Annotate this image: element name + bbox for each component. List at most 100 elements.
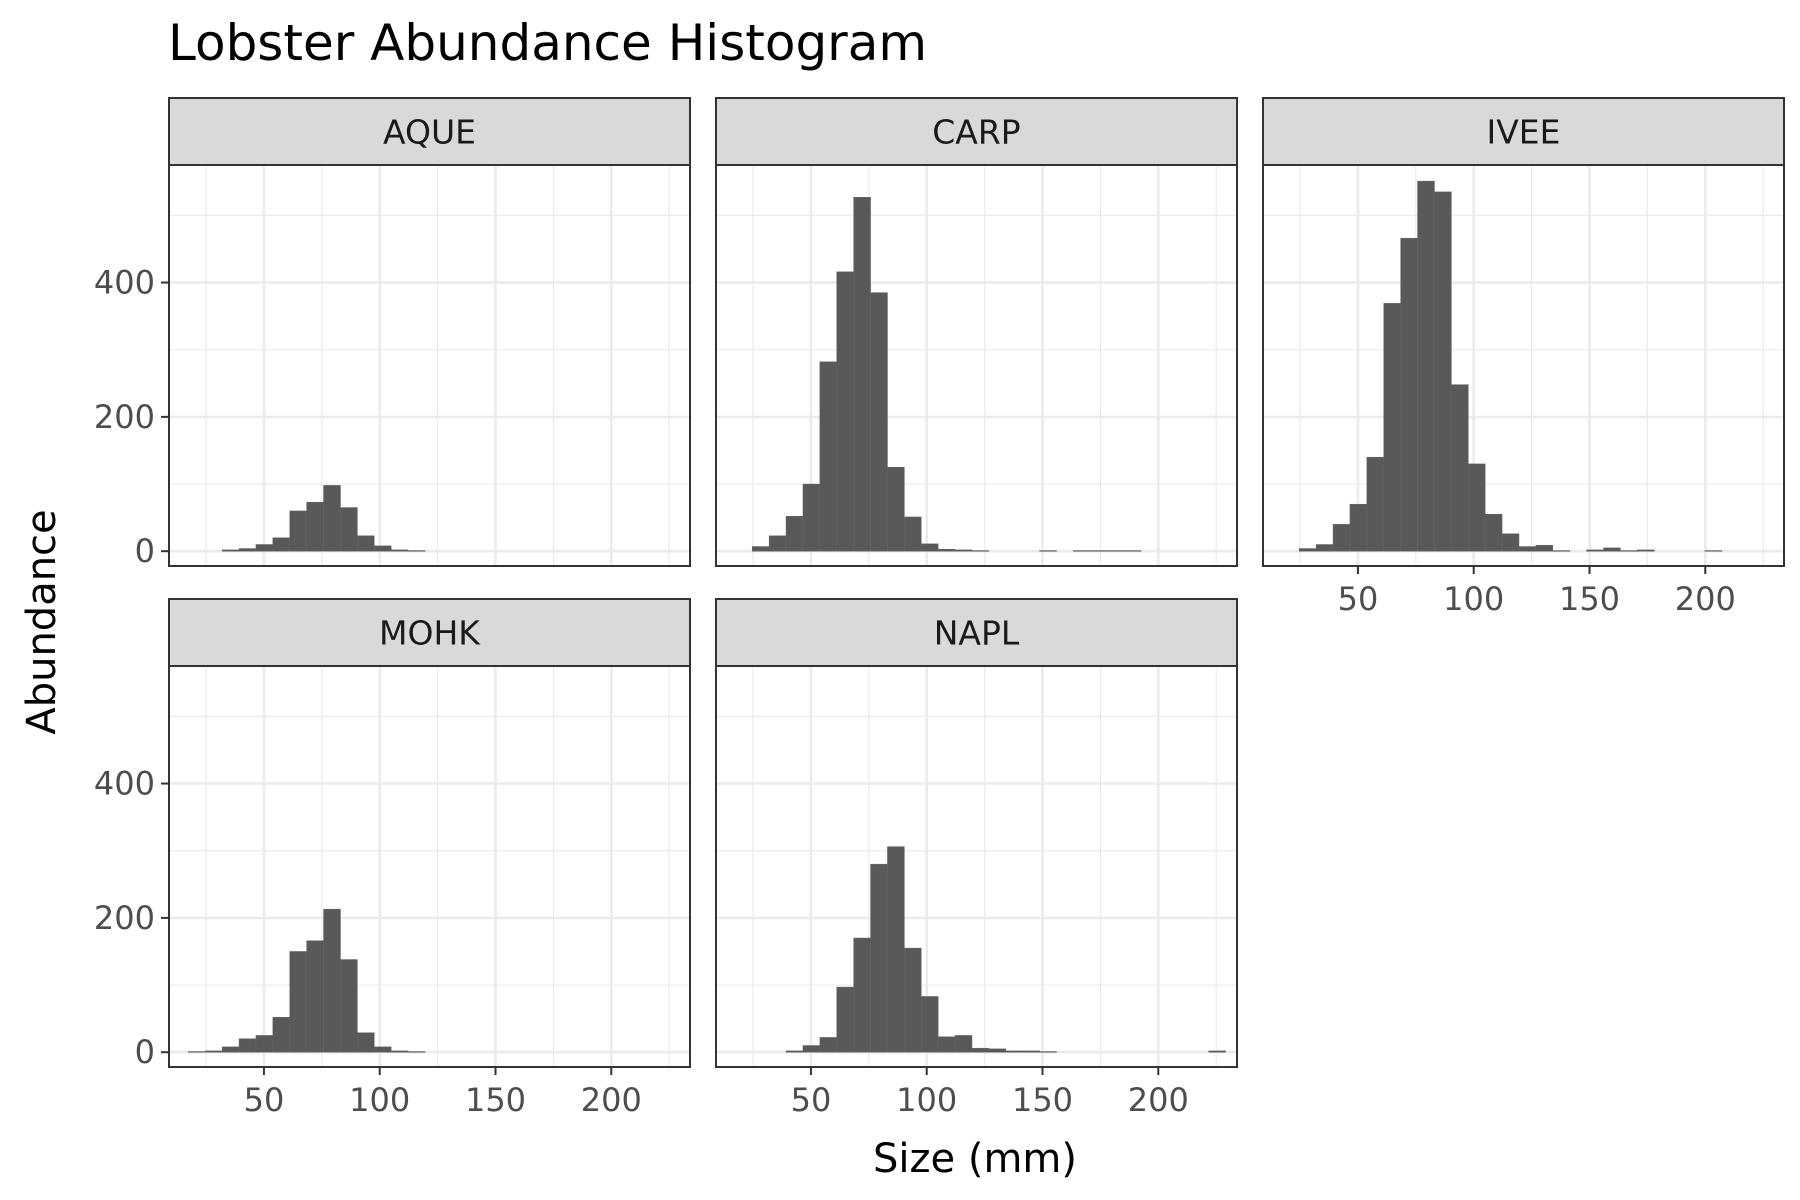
histogram-bar [1039, 550, 1057, 552]
histogram-bar [1434, 191, 1452, 552]
x-tick-label: 50 [791, 1081, 832, 1119]
facet-aque: AQUE 0 200 400 [94, 97, 691, 570]
histogram-bar [255, 544, 274, 552]
histogram-bar [887, 467, 905, 552]
histogram-bar [785, 516, 804, 552]
histogram-bar [971, 550, 990, 552]
panel-border [1262, 164, 1785, 567]
histogram-bar [1022, 1050, 1040, 1053]
facet-strip-label: NAPL [934, 614, 1020, 653]
histogram-bar [819, 361, 838, 552]
histogram-bar [1552, 550, 1570, 552]
histogram-bar [904, 516, 922, 552]
x-tick-label: 200 [1675, 580, 1736, 618]
histogram-bar [1298, 548, 1317, 552]
histogram-bar [1518, 546, 1537, 552]
histogram-bar [374, 1046, 392, 1053]
histogram-bar [357, 535, 375, 552]
histogram-bar [340, 959, 358, 1053]
facet-strip-label: CARP [932, 113, 1020, 152]
histogram-bar [870, 863, 888, 1053]
panel-border [168, 164, 691, 567]
facet-strip-label: MOHK [379, 614, 481, 653]
panel-background [716, 666, 1237, 1067]
histogram-bar [1400, 237, 1418, 552]
histogram-bar [1468, 463, 1486, 552]
panel-border [715, 665, 1238, 1068]
histogram-bar [785, 1050, 804, 1053]
histogram-bar [357, 1032, 375, 1053]
facet-strip [168, 598, 691, 667]
facet-strip [1262, 97, 1785, 166]
histogram-bar [289, 510, 307, 552]
x-axis-title: Size (mm) [873, 1136, 1077, 1182]
histogram-bar [836, 271, 854, 552]
panel-background [169, 666, 690, 1067]
histogram-bar [1349, 503, 1368, 552]
x-tick-label: 150 [465, 1081, 526, 1119]
panel-background [1263, 165, 1784, 566]
histogram-bar [1106, 550, 1125, 552]
histogram-bar [1315, 544, 1334, 552]
histogram-bar [188, 1051, 206, 1053]
x-tick-label: 150 [1012, 1081, 1073, 1119]
facet-ivee: IVEE 50 100 150 200 [1262, 97, 1785, 618]
histogram-bar [1451, 384, 1469, 552]
histogram-bar [272, 1017, 291, 1053]
histogram-bar [255, 1035, 274, 1053]
histogram-bar [1417, 180, 1435, 552]
histogram-bar [1620, 550, 1638, 552]
facet-strip [715, 97, 1238, 166]
facet-strip-label: AQUE [383, 113, 476, 152]
histogram-bar [323, 908, 341, 1053]
histogram-bar [238, 548, 257, 552]
histogram-bar [853, 196, 871, 552]
histogram-bar [802, 483, 821, 552]
histogram-bar [238, 1038, 257, 1053]
histogram-bar [407, 550, 426, 552]
histogram-bar [390, 549, 409, 552]
histogram-bar [853, 937, 871, 1053]
histogram-bar [904, 947, 922, 1053]
histogram-bar [1123, 550, 1142, 552]
histogram-bar [751, 546, 770, 552]
y-axis-title: Abundance [19, 509, 65, 734]
x-tick-label: 50 [244, 1081, 285, 1119]
histogram-bar [390, 1050, 409, 1053]
histogram-bar [289, 951, 307, 1053]
y-tick-label: 0 [135, 1033, 155, 1071]
x-tick-label: 100 [349, 1081, 410, 1119]
facet-panels: AQUE 0 200 400 CARP IVEE 50 100 150 200 MOHK 0 200 40… [94, 97, 1785, 1119]
histogram-bar [971, 1047, 990, 1053]
histogram-bar [1637, 549, 1655, 552]
histogram-bar [937, 548, 956, 552]
histogram-bar [306, 940, 324, 1053]
facet-strip [715, 598, 1238, 667]
facet-mohk: MOHK 0 200 400 50 100 150 200 [94, 598, 691, 1119]
histogram-bar [1383, 303, 1401, 552]
x-tick-label: 200 [1128, 1081, 1189, 1119]
histogram-bar [1603, 547, 1621, 552]
y-tick-label: 200 [94, 899, 155, 937]
facet-strip [168, 97, 691, 166]
histogram-bar [221, 1046, 240, 1053]
y-tick-label: 400 [94, 765, 155, 803]
y-tick-label: 200 [94, 398, 155, 436]
histogram-bar [1501, 533, 1520, 552]
histogram-bar [870, 292, 888, 552]
histogram-bar [921, 543, 939, 552]
y-tick-label: 0 [135, 532, 155, 570]
histogram-bar [1484, 514, 1503, 552]
histogram-bar [1090, 550, 1108, 552]
panel-border [715, 164, 1238, 567]
histogram-bar [323, 485, 341, 552]
histogram-bar [988, 1048, 1007, 1053]
histogram-bar [1005, 1050, 1023, 1053]
histogram-bar [1208, 1050, 1226, 1053]
histogram-bar [887, 846, 905, 1053]
facet-carp: CARP [715, 97, 1238, 567]
histogram-bar [954, 549, 973, 552]
y-tick-label: 400 [94, 264, 155, 302]
